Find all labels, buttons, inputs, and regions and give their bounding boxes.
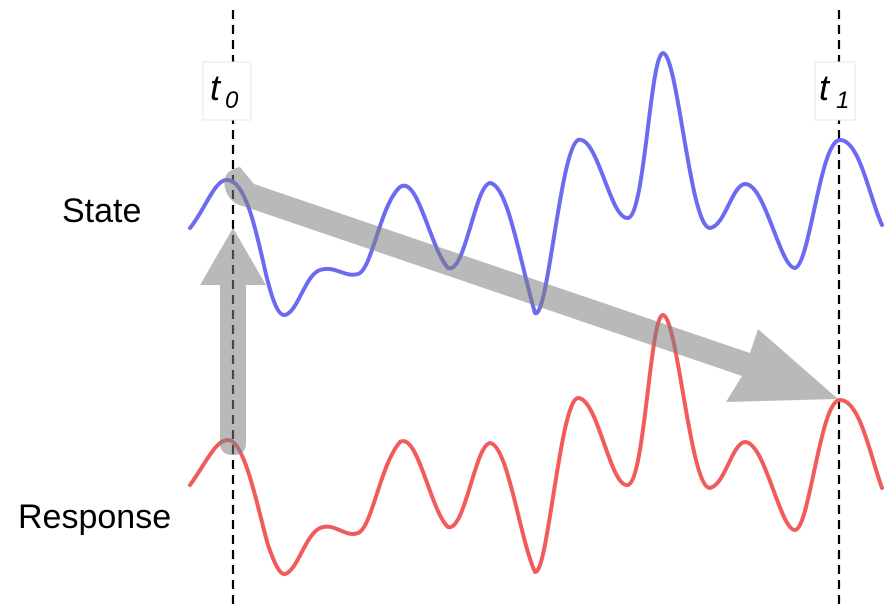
t1-label-base: t [819,67,831,108]
t0-label-base: t [210,67,222,108]
vertical-arrow [200,228,266,455]
state-row-label: State [62,192,141,230]
t0-label-box [202,61,252,121]
causal-arrows [200,167,839,455]
response-signal-line [188,313,884,576]
t1-label: t 1 [814,61,856,121]
response-row-label: Response [18,498,171,536]
t1-label-subscript: 1 [836,87,849,114]
t1-label-box [814,61,856,121]
state-signal-line [188,51,884,317]
t0-label: t 0 [202,61,252,121]
diagonal-arrow [224,167,839,402]
t0-label-subscript: 0 [225,87,239,114]
